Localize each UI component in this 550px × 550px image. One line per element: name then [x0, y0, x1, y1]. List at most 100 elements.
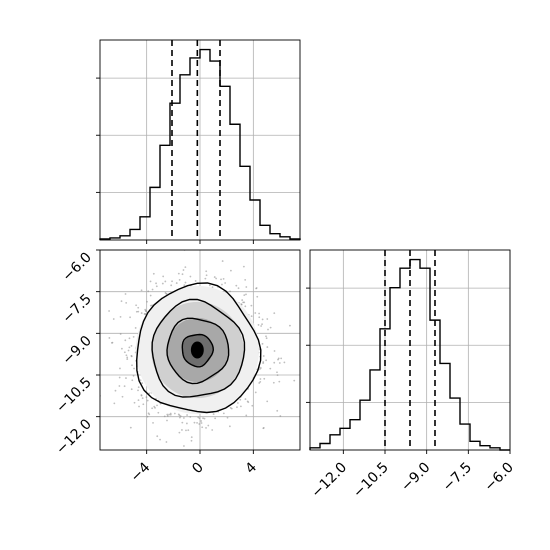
scatter-point	[239, 405, 242, 408]
scatter-point	[135, 310, 138, 313]
scatter-point	[144, 313, 147, 315]
scatter-point	[189, 275, 192, 278]
scatter-point	[198, 423, 201, 425]
tick-label: −12.0	[309, 460, 351, 502]
scatter-point	[179, 415, 182, 418]
scatter-point	[262, 362, 265, 364]
scatter-point	[118, 385, 121, 387]
scatter-point	[203, 417, 206, 420]
scatter-point	[140, 289, 143, 292]
scatter-point	[148, 413, 151, 416]
scatter-point	[145, 396, 148, 398]
scatter-point	[151, 407, 154, 410]
scatter-point	[278, 380, 281, 383]
scatter-point	[278, 362, 281, 364]
scatter-point	[205, 427, 207, 429]
scatter-point	[244, 278, 247, 281]
scatter-point	[148, 392, 151, 395]
scatter-point	[277, 358, 279, 361]
scatter-point	[260, 325, 263, 327]
scatter-point	[166, 415, 169, 417]
scatter-point	[190, 439, 193, 442]
scatter-point	[265, 359, 268, 362]
scatter-point	[134, 327, 137, 329]
scatter-point	[163, 415, 166, 418]
scatter-point	[177, 272, 180, 275]
scatter-point	[236, 402, 239, 404]
scatter-point	[208, 284, 211, 287]
scatter-point	[131, 364, 133, 367]
scatter-point	[185, 429, 187, 432]
scatter-point	[242, 301, 245, 304]
scatter-point	[139, 379, 142, 382]
scatter-point	[152, 272, 155, 275]
scatter-point	[155, 282, 157, 285]
tick-label: −6.0	[481, 460, 516, 495]
scatter-point	[130, 354, 133, 357]
tick-label: 4	[243, 459, 261, 477]
scatter-point	[146, 415, 149, 418]
scatter-point	[149, 304, 152, 307]
scatter-point	[140, 312, 143, 314]
scatter-contour-panel: −4 0 4 −6.0 −7.5 −9.0 −10.5−12.0	[53, 250, 301, 485]
scatter-point	[137, 306, 140, 309]
scatter-point	[157, 411, 160, 414]
scatter-point	[237, 287, 240, 290]
scatter-point	[266, 346, 269, 348]
scatter-point	[121, 395, 124, 398]
scatter-point	[246, 400, 249, 403]
scatter-point	[272, 381, 275, 384]
scatter-point	[245, 286, 248, 288]
scatter-point	[244, 398, 247, 400]
scatter-point	[283, 361, 286, 364]
scatter-point	[146, 300, 148, 303]
scatter-point	[262, 355, 265, 357]
scatter-point	[261, 323, 263, 326]
scatter-point	[262, 426, 265, 429]
tick-label: −6.0	[59, 250, 94, 285]
scatter-point	[254, 312, 257, 314]
scatter-point	[178, 431, 181, 434]
scatter-point	[196, 421, 198, 424]
scatter-point	[130, 345, 133, 347]
scatter-point	[243, 294, 246, 297]
scatter-point	[212, 413, 215, 415]
tick-label: 0	[189, 460, 207, 478]
scatter-point	[241, 299, 244, 301]
scatter-point	[221, 283, 223, 286]
scatter-point	[260, 367, 262, 369]
scatter-point	[197, 416, 200, 419]
tick-label: −10.5	[53, 375, 95, 417]
scatter-point	[215, 277, 218, 280]
scatter-point	[128, 346, 131, 349]
scatter-point	[169, 412, 172, 415]
scatter-point	[179, 416, 181, 419]
scatter-point	[133, 367, 135, 370]
scatter-point	[220, 278, 222, 281]
scatter-point	[267, 328, 269, 331]
scatter-point	[204, 277, 207, 280]
scatter-point	[186, 414, 188, 416]
scatter-point	[257, 324, 260, 326]
scatter-point	[141, 397, 144, 400]
scatter-point	[138, 405, 140, 408]
scatter-point	[149, 280, 152, 283]
scatter-point	[190, 436, 193, 439]
scatter-point	[280, 357, 283, 360]
scatter-point	[125, 377, 127, 379]
scatter-point	[183, 445, 185, 447]
histogram-panel-param-1: −12.0 −10.5 −9.0 −7.5 −6.0	[306, 249, 517, 502]
scatter-point	[185, 422, 188, 425]
scatter-point	[170, 284, 173, 287]
scatter-point	[258, 382, 261, 384]
scatter-point	[228, 425, 231, 428]
scatter-point	[211, 286, 214, 289]
scatter-point	[173, 412, 176, 415]
contour-line	[181, 333, 215, 368]
scatter-point	[259, 378, 262, 380]
scatter-point	[194, 280, 197, 282]
scatter-point	[127, 349, 130, 352]
scatter-point	[137, 399, 140, 402]
scatter-point	[146, 399, 149, 402]
